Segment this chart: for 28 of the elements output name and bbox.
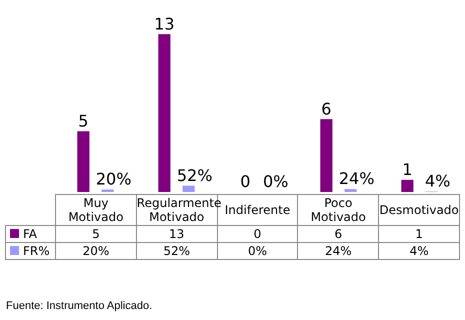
text: 52% (176, 166, 212, 185)
data-label: 52% (136, 242, 218, 260)
data-label: 20% (56, 242, 136, 260)
x-tick-label: Poco Motivado (298, 194, 379, 226)
data-label: 0 (217, 226, 298, 242)
x-tick-label: Muy Motivado (56, 194, 136, 226)
text: 13 (154, 14, 175, 34)
text: 5 (78, 111, 88, 130)
data-label: 13 (136, 226, 218, 242)
data-label: 1 (378, 226, 460, 242)
data-label: 24% (298, 242, 379, 260)
text: 6 (321, 99, 332, 118)
data-label: 4% (378, 242, 460, 260)
text: 24% (338, 169, 374, 188)
text: 1 (402, 160, 412, 180)
text: 20% (96, 170, 132, 189)
x-tick-label: Indiferente (224, 203, 290, 217)
text: 0 (240, 172, 250, 192)
legend-label: FR% (6, 242, 56, 260)
data-label: 0% (217, 242, 298, 260)
source-note: Fuente: Instrumento Aplicado. (6, 300, 152, 312)
text: 4% (424, 172, 450, 191)
x-tick-label: Desmotivado (378, 194, 460, 226)
data-label: 5 (56, 226, 136, 242)
legend-label: FA (6, 226, 56, 242)
text: 0% (262, 172, 288, 192)
x-tick-label: Regularmente Motivado (136, 195, 222, 226)
data-label: 6 (298, 226, 379, 242)
